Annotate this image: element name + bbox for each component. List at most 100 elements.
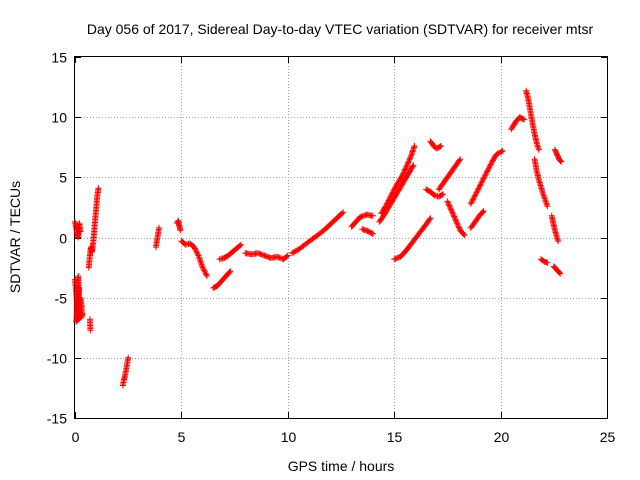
data-point: [499, 147, 506, 154]
data-point: [400, 170, 407, 177]
data-point: [440, 191, 447, 198]
data-point: [226, 269, 233, 276]
data-point: [194, 249, 200, 256]
data-point: [486, 164, 493, 171]
data-point: [476, 184, 483, 190]
data-point: [382, 204, 388, 211]
x-tick-label: 25: [600, 429, 616, 445]
data-point: [451, 214, 458, 221]
ticks-layer: 0 5 10 15 20 25 -15 -10 -5 0 5 10 15: [47, 50, 616, 446]
data-point: [460, 231, 467, 238]
y-tick-label: -5: [55, 291, 68, 307]
data-point: [557, 157, 564, 164]
data-point: [388, 192, 395, 198]
x-tick-label: 10: [281, 429, 297, 445]
y-tick-label: -15: [47, 411, 67, 427]
data-point: [76, 285, 83, 291]
data-point: [191, 244, 198, 251]
data-point: [498, 148, 505, 155]
data-point: [558, 158, 565, 165]
data-point: [193, 248, 200, 255]
data-point: [203, 271, 210, 278]
data-point: [291, 248, 298, 255]
data-point: [405, 158, 412, 165]
data-point: [194, 251, 201, 258]
data-point: [474, 186, 481, 193]
data-point: [454, 221, 461, 228]
data-point: [200, 266, 207, 272]
data-point: [407, 154, 414, 160]
data-point: [555, 238, 562, 245]
data-point: [447, 205, 454, 212]
y-tick-label: 5: [59, 170, 67, 186]
data-point: [385, 197, 392, 204]
data-point: [521, 116, 527, 123]
data-point: [410, 162, 417, 169]
data-point: [409, 163, 416, 170]
data-point: [449, 209, 456, 216]
data-point: [475, 185, 482, 192]
grid-layer: [75, 57, 607, 418]
data-point: [405, 159, 412, 166]
data-point: [411, 143, 418, 149]
data-point: [479, 209, 486, 215]
data-point: [201, 267, 208, 274]
data-point: [556, 269, 563, 276]
data-point: [284, 252, 291, 259]
data-point: [455, 223, 462, 230]
x-tick-label: 0: [72, 429, 80, 445]
data-point: [468, 199, 475, 206]
data-point: [400, 169, 407, 176]
data-point: [238, 241, 244, 248]
data-point: [87, 327, 94, 334]
data-point: [535, 146, 542, 153]
data-point: [480, 208, 487, 214]
x-tick-label: 5: [178, 429, 186, 445]
data-point: [192, 246, 199, 253]
y-axis-label: SDTVAR / TECUs: [7, 181, 23, 293]
data-point: [340, 209, 347, 216]
data-point: [199, 264, 206, 271]
data-point: [387, 193, 394, 200]
y-tick-label: 10: [51, 110, 67, 126]
data-point: [452, 216, 459, 223]
data-point: [384, 200, 391, 207]
data-point: [437, 143, 443, 150]
data-point: [227, 268, 234, 275]
data-point: [236, 242, 243, 249]
data-point: [494, 150, 501, 157]
data-point: [402, 165, 409, 172]
data-point: [95, 185, 102, 192]
data-point: [439, 191, 446, 198]
data-point: [488, 160, 495, 167]
data-point: [482, 171, 489, 178]
data-point: [368, 230, 375, 237]
data-point: [482, 172, 488, 179]
data-point: [479, 176, 486, 183]
data-point: [480, 175, 487, 182]
data-point: [544, 203, 551, 210]
data-point: [390, 187, 397, 194]
data-point: [481, 174, 488, 181]
data-point: [471, 193, 478, 200]
data-point: [402, 166, 409, 173]
data-point: [487, 162, 493, 169]
data-point: [177, 227, 184, 234]
data-point: [399, 171, 406, 178]
data-point: [477, 182, 483, 189]
data-point: [383, 201, 390, 208]
data-point: [403, 163, 410, 170]
data-point: [446, 202, 453, 209]
y-tick-label: -10: [47, 351, 67, 367]
y-tick-label: 0: [59, 231, 67, 247]
data-point: [484, 168, 491, 175]
x-tick-label: 20: [494, 429, 510, 445]
data-point: [453, 219, 460, 225]
y-tick-label: 15: [51, 50, 67, 66]
data-point: [202, 270, 209, 277]
x-axis-label: GPS time / hours: [288, 458, 395, 474]
data-point: [290, 249, 297, 256]
data-point: [487, 161, 494, 168]
data-point: [557, 270, 564, 277]
